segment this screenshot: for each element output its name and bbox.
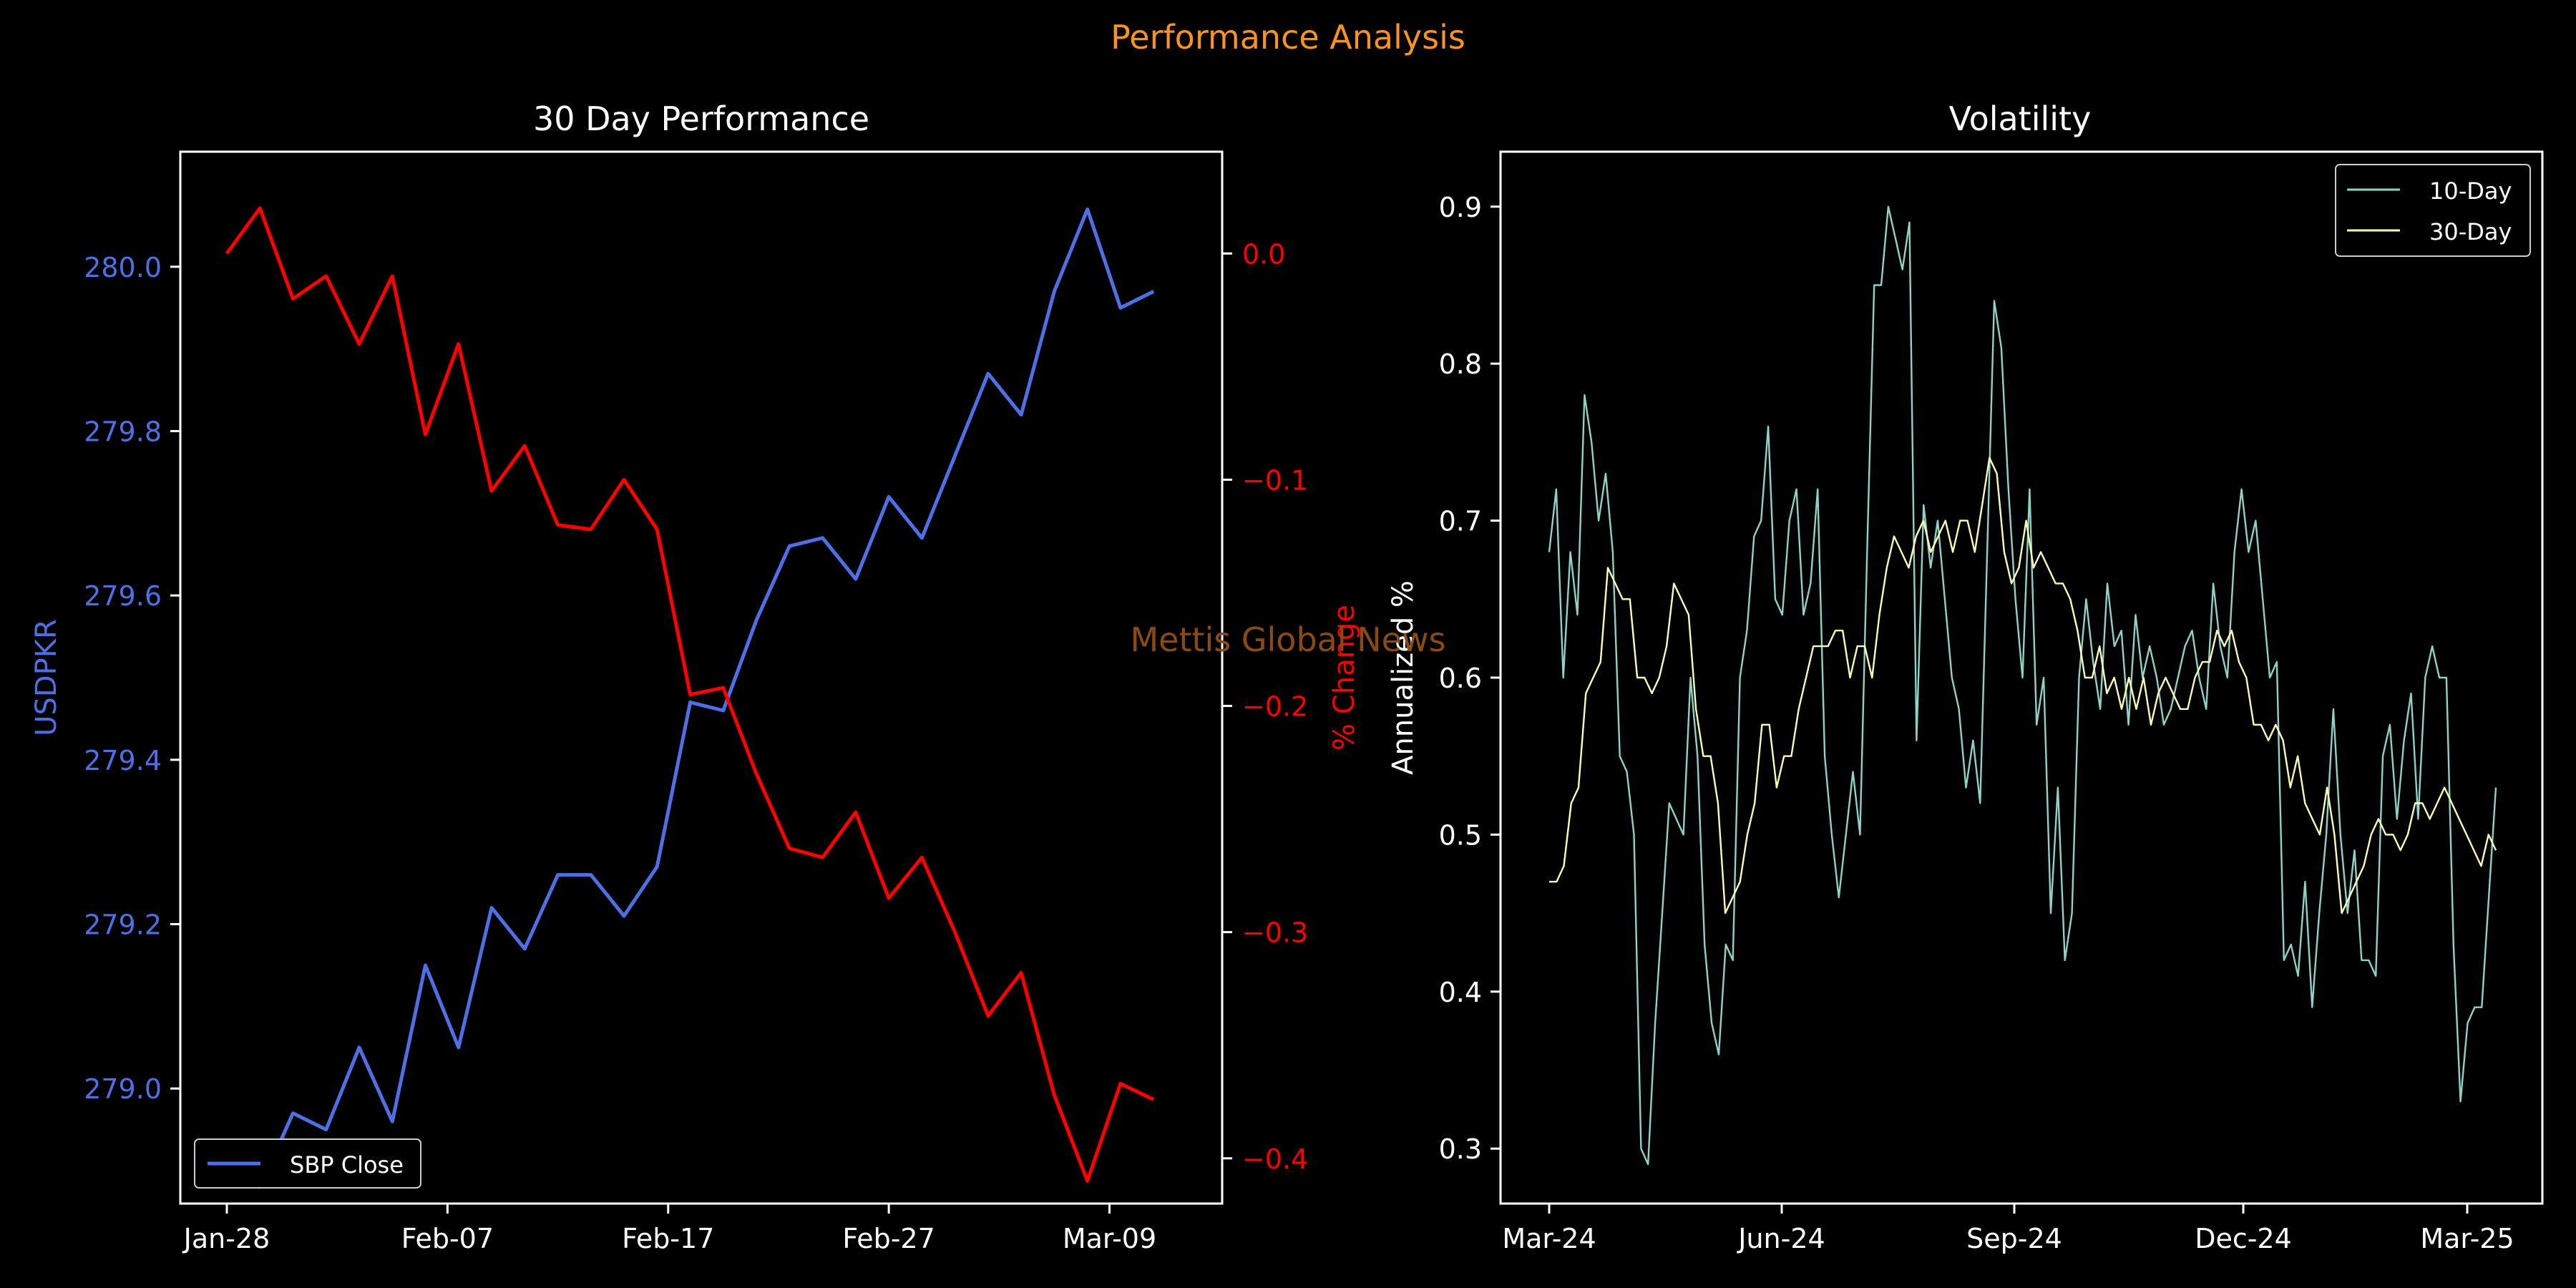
y-tick-label: 0.9 [1439,192,1482,223]
y2-tick-label: 0.0 [1242,238,1285,270]
y2-tick-label: −0.3 [1242,917,1308,949]
figure-suptitle: Performance Analysis [1111,18,1465,57]
performance-chart: 30 Day Performance Jan-28 Feb-07 Feb-17 Feb… [30,99,1361,1254]
y2-tick-label: −0.2 [1242,691,1308,723]
y2-tick-label: −0.4 [1242,1143,1308,1175]
volatility-chart-ylabel: Annualized % [1387,580,1420,775]
x-tick-label: Jan-28 [182,1223,270,1254]
y-tick-label: 279.8 [84,416,162,447]
legend-label-30-day: 30-Day [2429,218,2512,245]
series-line-pct-change [225,206,1155,1183]
y-tick-label: 0.6 [1439,663,1482,694]
y-tick-label: 0.3 [1439,1133,1482,1165]
y2-tick-label: −0.1 [1242,464,1308,496]
x-tick-label: Feb-27 [842,1223,935,1254]
series-line-10-day [1548,205,2497,1166]
legend-box [2335,164,2531,257]
performance-chart-title: 30 Day Performance [533,99,869,138]
series-line-sbp-close [225,207,1155,1189]
x-tick-label: Sep-24 [1966,1223,2062,1254]
legend-label-sbp-close: SBP Close [290,1151,404,1179]
y-tick-label: 279.2 [84,909,162,941]
x-tick-label: Jun-24 [1737,1223,1825,1254]
performance-chart-legend: SBP Close [194,1138,421,1189]
y-tick-label: 0.4 [1439,977,1482,1008]
y-tick-label: 279.4 [84,745,162,776]
watermark: Mettis Global News [1130,620,1445,659]
y-tick-label: 280.0 [84,252,162,283]
volatility-chart: Volatility Mar-24 Jun-24 Sep-24 Dec-24 Mar-2… [1387,99,2544,1254]
performance-chart-frame [179,150,1224,1205]
x-tick-label: Mar-09 [1063,1223,1156,1254]
performance-chart-y2label: % Change [1328,605,1361,751]
performance-chart-ylabel: USDPKR [30,619,63,736]
y-tick-label: 0.5 [1439,819,1482,851]
series-line-30-day [1549,457,2497,914]
y-tick-label: 0.8 [1439,348,1482,380]
x-tick-label: Mar-24 [1502,1223,1596,1254]
y-tick-label: 279.6 [84,580,162,612]
x-tick-label: Mar-25 [2420,1223,2514,1254]
volatility-chart-legend: 10-Day 30-Day [2335,164,2531,257]
volatility-chart-title: Volatility [1949,99,2092,138]
legend-box [194,1138,421,1189]
x-tick-label: Dec-24 [2195,1223,2292,1254]
legend-label-10-day: 10-Day [2429,177,2512,205]
y-tick-label: 279.0 [84,1073,162,1105]
x-tick-label: Feb-17 [622,1223,714,1254]
x-tick-label: Feb-07 [401,1223,494,1254]
y-tick-label: 0.7 [1439,506,1482,537]
